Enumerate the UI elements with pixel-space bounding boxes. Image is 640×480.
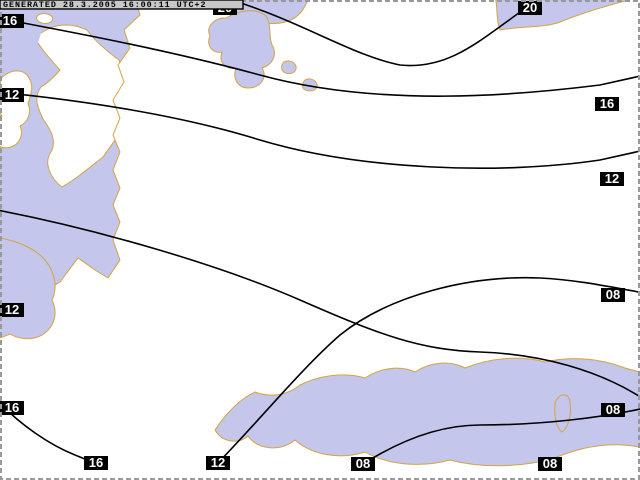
svg-text:08: 08 [606,402,620,417]
svg-text:08: 08 [543,456,557,471]
svg-text:12: 12 [5,87,19,102]
svg-text:12: 12 [5,302,19,317]
svg-text:20: 20 [523,0,537,15]
svg-text:12: 12 [605,171,619,186]
svg-text:16: 16 [600,96,614,111]
svg-text:16: 16 [3,13,17,28]
svg-text:16: 16 [89,455,103,470]
svg-text:08: 08 [606,287,620,302]
svg-text:12: 12 [211,455,225,470]
svg-text:16: 16 [5,400,19,415]
svg-text:08: 08 [356,456,370,471]
